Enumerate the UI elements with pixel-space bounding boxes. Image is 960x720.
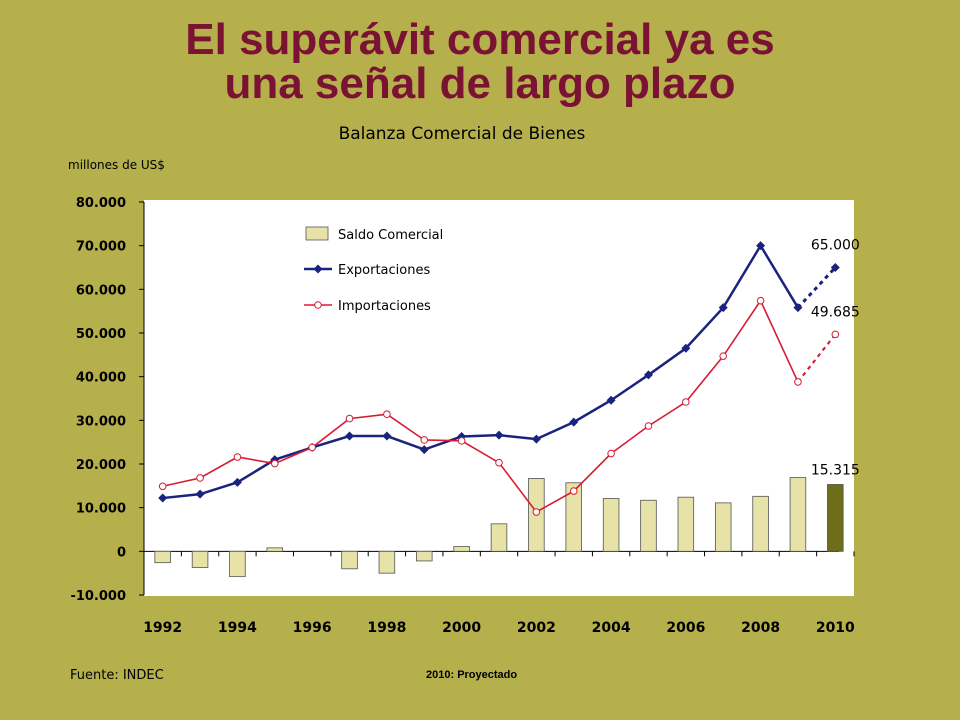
projected-line — [797, 333, 837, 383]
y-tick-label: 40.000 — [76, 371, 126, 386]
bar — [602, 498, 620, 552]
y-tick-label: 20.000 — [76, 458, 126, 473]
point — [383, 410, 391, 419]
point — [756, 296, 765, 305]
point — [569, 487, 578, 495]
point — [308, 443, 316, 452]
x-tick-label: 1996 — [293, 620, 332, 636]
x-tick-label: 2010 — [816, 620, 855, 636]
point — [195, 489, 205, 499]
point — [270, 459, 279, 468]
series-line — [162, 243, 800, 500]
bar — [191, 550, 209, 568]
x-tick-label: 2002 — [517, 620, 556, 636]
bar — [266, 547, 284, 552]
x-tick-label: 2008 — [741, 620, 780, 636]
data-label: 65.000 — [811, 238, 860, 254]
point — [718, 303, 728, 313]
chart-title: Balanza Comercial de Bienes — [338, 124, 586, 144]
y-tick-label: 80.000 — [76, 196, 126, 211]
series-line — [162, 299, 799, 514]
point — [831, 330, 840, 339]
point — [196, 474, 204, 482]
point — [794, 378, 802, 386]
x-tick-label: 2006 — [666, 620, 705, 636]
bar — [341, 550, 358, 570]
point — [606, 395, 616, 405]
bar — [490, 523, 508, 552]
data-label: 49.685 — [811, 304, 860, 320]
point — [345, 414, 354, 423]
bar — [789, 477, 807, 552]
x-tick-label: 1998 — [367, 620, 406, 636]
x-tick-label: 1992 — [143, 620, 182, 636]
point — [419, 445, 429, 455]
legend-label: Exportaciones — [338, 263, 430, 278]
bar — [378, 550, 396, 574]
y-tick-label: 30.000 — [76, 414, 126, 429]
projected-note: 2010: Proyectado — [426, 669, 518, 681]
bar — [827, 484, 844, 552]
point — [457, 437, 466, 445]
legend: Saldo Comercial Exportaciones Importacione… — [304, 226, 443, 314]
point — [232, 477, 242, 487]
y-tick-label: 0 — [117, 545, 126, 560]
point — [420, 436, 429, 444]
axes: 80.000 70.000 60.000 50.000 40.000 30.000 20.0… — [70, 196, 855, 636]
point — [793, 303, 803, 313]
point — [345, 431, 355, 441]
point — [158, 493, 168, 503]
point — [382, 431, 392, 441]
bar — [640, 499, 657, 552]
point — [681, 343, 691, 353]
y-tick-label: -10.000 — [70, 589, 126, 604]
point — [531, 434, 541, 444]
y-tick-label: 50.000 — [76, 327, 126, 342]
data-label: 15.315 — [811, 462, 860, 478]
annotations: 65.000 49.685 15.315 — [811, 238, 860, 479]
projected-line — [796, 266, 837, 309]
point — [607, 449, 615, 458]
lines — [158, 241, 840, 516]
y-tick-label: 70.000 — [76, 240, 126, 255]
x-tick-label: 2004 — [592, 620, 631, 636]
bar — [453, 546, 470, 552]
source-label: Fuente: INDEC — [70, 668, 164, 683]
bar — [677, 496, 695, 552]
legend-label: Saldo Comercial — [338, 228, 443, 243]
bar — [416, 550, 433, 562]
point — [495, 458, 503, 467]
y-tick-label: 60.000 — [76, 283, 126, 298]
slide-title-line1: El superávit comercial ya es — [185, 15, 775, 64]
point — [233, 453, 242, 461]
bar — [229, 550, 246, 578]
bar — [752, 495, 769, 552]
y-axis-unit-label: millones de US$ — [68, 158, 165, 172]
point — [644, 422, 653, 430]
point — [719, 352, 728, 360]
y-tick-label: 10.000 — [76, 502, 126, 517]
bar — [154, 550, 171, 564]
point — [682, 398, 690, 406]
legend-swatch — [305, 226, 329, 241]
point — [756, 241, 766, 251]
slide-title: El superávit comercial ya es una señal d… — [0, 18, 960, 106]
legend-label: Importaciones — [338, 299, 431, 314]
bar — [565, 482, 582, 552]
point — [532, 508, 541, 516]
point — [643, 370, 653, 380]
legend-marker — [314, 301, 322, 309]
point — [158, 482, 167, 491]
point — [569, 417, 579, 427]
legend-marker — [313, 264, 323, 274]
point — [830, 263, 840, 272]
x-tick-label: 1994 — [218, 620, 257, 636]
slide-title-line2: una señal de largo plazo — [224, 59, 736, 108]
bar — [714, 502, 732, 552]
point — [494, 430, 504, 440]
x-tick-label: 2000 — [442, 620, 481, 636]
